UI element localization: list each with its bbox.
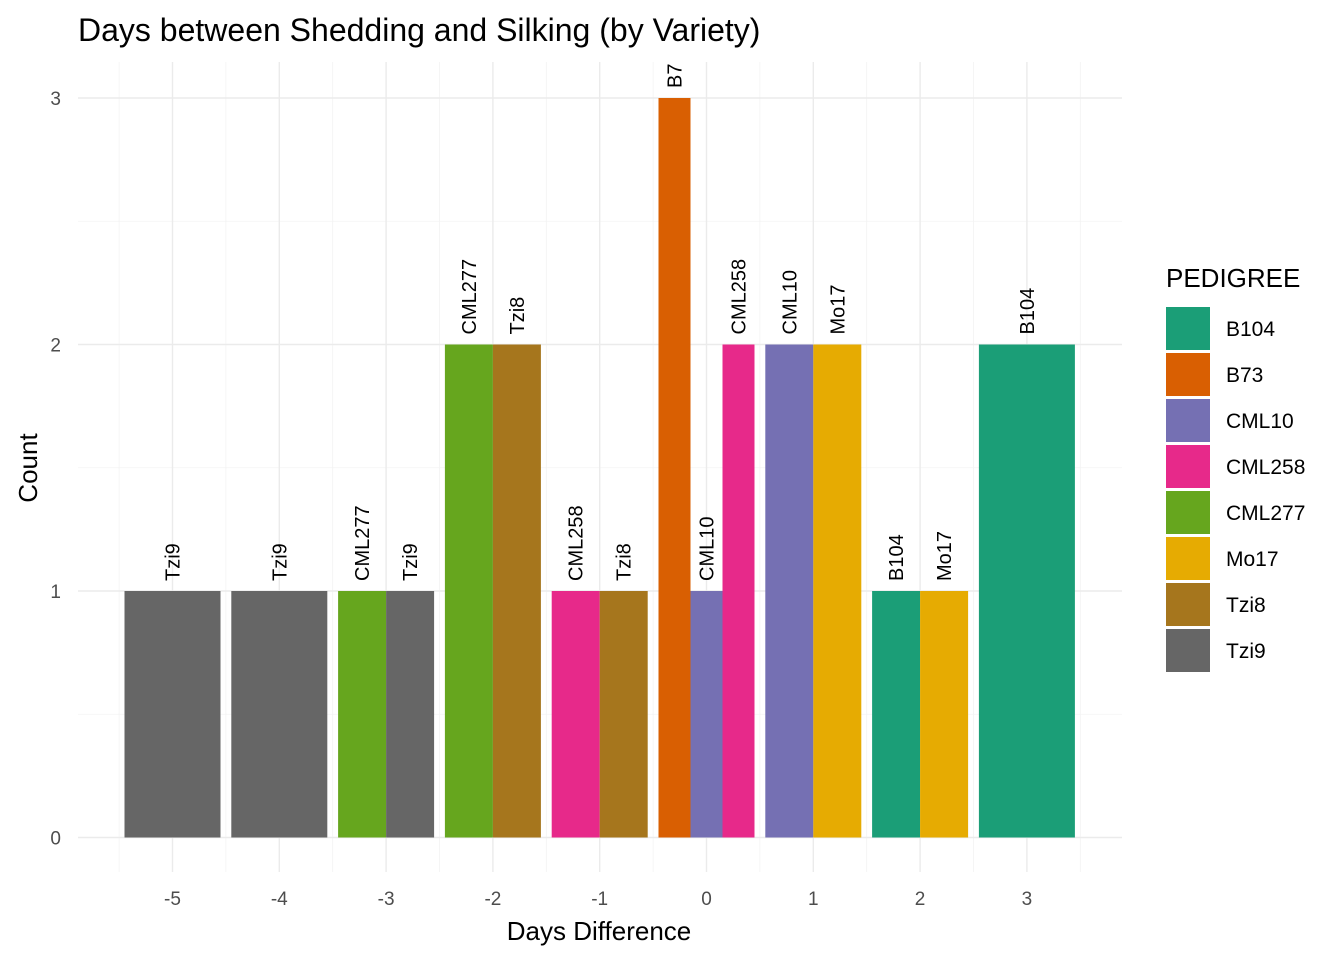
x-tick-label: 2 (915, 889, 926, 910)
bar-tzi9 (386, 591, 435, 838)
bar-cml258 (722, 344, 755, 838)
x-tick-label: -5 (164, 889, 181, 910)
x-axis-ticks: -5 -4 -3 -2 -1 0 1 2 3 (164, 889, 1032, 910)
bar-data-label: Mo17 (934, 531, 956, 581)
bar-b104 (978, 344, 1075, 838)
bar-labels: Tzi9 Tzi9 CML277 Tzi9 CML277 Tzi8 CML258 Tzi8 B7… (163, 64, 1039, 581)
legend: PEDIGREE B104 B73 CML10 CML258 CML277 Mo17 Tzi… (1166, 263, 1305, 672)
bar-mo17 (813, 344, 862, 838)
legend-label: CML10 (1226, 410, 1294, 433)
legend-label: B73 (1226, 364, 1263, 387)
legend-label: B104 (1226, 318, 1275, 341)
legend-label: CML277 (1226, 502, 1305, 525)
bar-cml10 (765, 344, 814, 838)
bar-b104 (872, 591, 921, 838)
legend-label: Tzi8 (1226, 594, 1266, 617)
legend-key-cml277 (1166, 491, 1210, 534)
bar-data-label: CML258 (566, 505, 588, 581)
bar-cml258 (551, 591, 600, 838)
x-tick-label: 3 (1022, 889, 1033, 910)
bar-data-label: CML277 (352, 505, 374, 581)
legend-key-mo17 (1166, 537, 1210, 580)
y-tick-label: 3 (50, 89, 61, 110)
y-tick-label: 0 (50, 829, 61, 850)
bar-data-label: Tzi9 (400, 543, 422, 581)
y-tick-label: 1 (50, 582, 61, 603)
bar-data-label: Mo17 (827, 284, 849, 334)
bars (124, 98, 1075, 838)
bar-tzi8 (599, 591, 648, 838)
legend-label: Tzi9 (1226, 640, 1266, 663)
x-axis-title: Days Difference (507, 916, 692, 946)
x-tick-label: -3 (378, 889, 395, 910)
y-axis-title: Count (13, 433, 43, 503)
legend-key-tzi8 (1166, 583, 1210, 626)
bar-data-label: B7 (665, 64, 687, 88)
bar-data-label: CML258 (729, 259, 751, 335)
legend-key-b73 (1166, 353, 1210, 396)
chart-title: Days between Shedding and Silking (by Va… (78, 12, 760, 48)
bar-b73 (658, 98, 691, 838)
bar-cml277 (444, 344, 493, 838)
bar-tzi9 (231, 591, 328, 838)
bar-cml277 (338, 591, 387, 838)
bar-data-label: Tzi8 (507, 297, 529, 335)
bar-data-label: Tzi9 (163, 543, 185, 581)
x-tick-label: -2 (484, 889, 501, 910)
legend-key-tzi9 (1166, 629, 1210, 672)
legend-key-b104 (1166, 307, 1210, 350)
legend-label: CML258 (1226, 456, 1305, 479)
bar-tzi9 (124, 591, 221, 838)
y-tick-label: 2 (50, 336, 61, 357)
bar-data-label: Tzi9 (269, 543, 291, 581)
bar-data-label: CML277 (459, 259, 481, 335)
legend-key-cml10 (1166, 399, 1210, 442)
legend-label: Mo17 (1226, 548, 1279, 571)
bar-tzi8 (492, 344, 541, 838)
x-tick-label: 1 (808, 889, 819, 910)
bar-mo17 (920, 591, 969, 838)
bar-data-label: CML10 (779, 270, 801, 334)
bar-data-label: CML10 (697, 517, 719, 581)
x-tick-label: -4 (271, 889, 288, 910)
x-tick-label: 0 (701, 889, 712, 910)
bar-data-label: Tzi8 (614, 543, 636, 581)
legend-key-cml258 (1166, 445, 1210, 488)
bar-data-label: B104 (886, 534, 908, 581)
bar-data-label: B104 (1017, 288, 1039, 335)
legend-title: PEDIGREE (1166, 263, 1300, 293)
x-tick-label: -1 (591, 889, 608, 910)
y-axis-ticks: 0 1 2 3 (50, 89, 61, 850)
bar-cml10 (690, 591, 723, 838)
